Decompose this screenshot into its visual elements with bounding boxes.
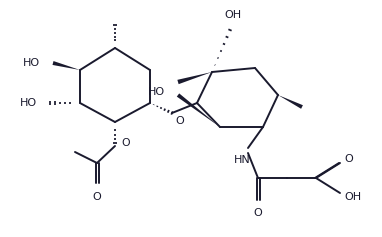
Text: O: O	[175, 116, 184, 126]
Text: O: O	[121, 138, 129, 148]
Text: HN: HN	[234, 155, 250, 165]
Text: HO: HO	[23, 58, 40, 68]
Text: HO: HO	[148, 87, 165, 97]
Text: OH: OH	[344, 192, 361, 202]
Polygon shape	[177, 72, 212, 84]
Text: HO: HO	[20, 98, 37, 108]
Text: O: O	[92, 192, 101, 202]
Polygon shape	[278, 95, 303, 109]
Polygon shape	[177, 93, 220, 127]
Text: O: O	[344, 154, 353, 164]
Polygon shape	[52, 61, 80, 70]
Text: O: O	[254, 208, 262, 218]
Text: OH: OH	[225, 10, 241, 20]
